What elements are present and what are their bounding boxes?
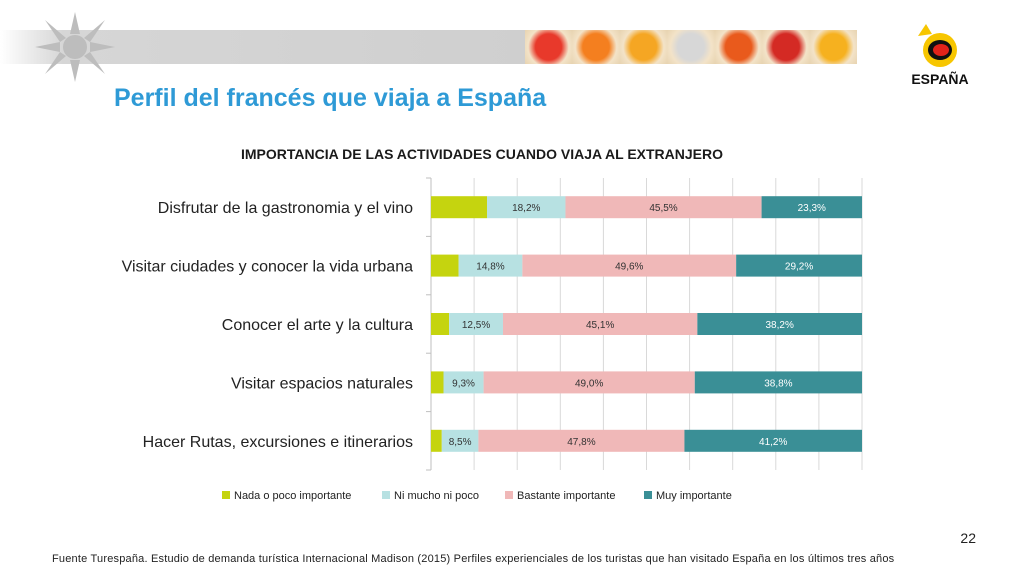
bar-segment bbox=[431, 196, 488, 219]
bar-segment bbox=[565, 196, 762, 219]
data-label: 45,5% bbox=[649, 203, 677, 214]
bar-segment bbox=[431, 254, 459, 277]
banner-tile bbox=[525, 30, 573, 64]
banner-tile bbox=[572, 30, 620, 64]
data-label: 23,3% bbox=[798, 203, 826, 214]
data-label: 8,5% bbox=[449, 437, 472, 448]
legend-swatch bbox=[222, 491, 230, 499]
data-label: 41,2% bbox=[759, 437, 787, 448]
bar-segment bbox=[431, 371, 444, 394]
category-label: Conocer el arte y la cultura bbox=[222, 317, 413, 334]
bar-segment bbox=[431, 429, 442, 452]
legend-label: Muy importante bbox=[656, 490, 732, 502]
bar-segment bbox=[736, 254, 862, 277]
bar-segment bbox=[697, 313, 862, 335]
bar-segment bbox=[458, 254, 523, 277]
data-label: 18,2% bbox=[512, 203, 540, 214]
page-number: 22 bbox=[960, 530, 976, 546]
legend-label: Nada o poco importante bbox=[234, 490, 351, 502]
banner-tile bbox=[619, 30, 668, 64]
source-footnote: Fuente Turespaña. Estudio de demanda tur… bbox=[52, 553, 895, 565]
bar-segment bbox=[694, 371, 862, 394]
banner-tile bbox=[667, 30, 715, 64]
data-label: 9,3% bbox=[452, 378, 475, 389]
data-label: 47,8% bbox=[567, 437, 595, 448]
data-label: 45,1% bbox=[586, 320, 614, 331]
legend-swatch bbox=[644, 491, 652, 499]
sun-decoration-icon bbox=[35, 12, 115, 82]
data-label: 49,6% bbox=[615, 262, 643, 273]
chart-title: IMPORTANCIA DE LAS ACTIVIDADES CUANDO VI… bbox=[241, 146, 723, 162]
category-label: Visitar ciudades y conocer la vida urban… bbox=[122, 259, 414, 276]
data-label: 49,0% bbox=[575, 378, 603, 389]
bar-segment bbox=[449, 313, 503, 335]
category-label: Visitar espacios naturales bbox=[231, 375, 413, 392]
banner-tile bbox=[762, 30, 810, 64]
bar-segment bbox=[441, 429, 479, 452]
bar-segment bbox=[487, 196, 566, 219]
bar-segment bbox=[502, 313, 698, 335]
data-label: 12,5% bbox=[462, 320, 490, 331]
banner-tiles bbox=[525, 30, 857, 64]
category-label: Hacer Rutas, excursiones e itinerarios bbox=[143, 434, 413, 451]
bar-segment bbox=[443, 371, 484, 394]
logo-text: ESPAÑA bbox=[911, 70, 968, 87]
data-label: 29,2% bbox=[785, 262, 813, 273]
banner-tile bbox=[809, 30, 857, 64]
legend-label: Ni mucho ni poco bbox=[394, 490, 479, 502]
data-label: 14,8% bbox=[476, 262, 504, 273]
bar-segment bbox=[761, 196, 862, 219]
espana-logo: ESPAÑA bbox=[911, 24, 969, 87]
legend-swatch bbox=[505, 491, 513, 499]
data-label: 38,2% bbox=[765, 320, 793, 331]
category-label: Disfrutar de la gastronomia y el vino bbox=[158, 200, 413, 217]
data-label: 38,8% bbox=[764, 378, 792, 389]
legend-swatch bbox=[382, 491, 390, 499]
bar-segment bbox=[684, 429, 862, 452]
bar-segment bbox=[431, 313, 450, 335]
bar-segment bbox=[483, 371, 695, 394]
bar-segment bbox=[478, 429, 685, 452]
legend-label: Bastante importante bbox=[517, 490, 615, 502]
bar-segment bbox=[522, 254, 737, 277]
banner-tile bbox=[714, 30, 763, 64]
page-title: Perfil del francés que viaja a España bbox=[114, 84, 547, 112]
